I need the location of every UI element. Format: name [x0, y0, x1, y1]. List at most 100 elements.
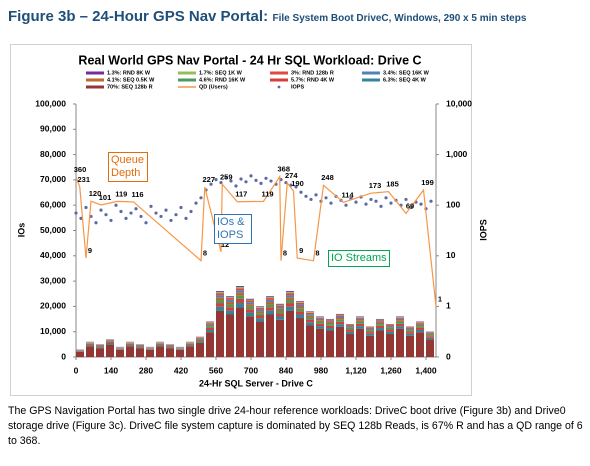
iops-point — [364, 202, 368, 206]
bar-segment — [366, 328, 374, 330]
bar-segment — [416, 322, 424, 323]
bar-segment — [276, 308, 284, 311]
bar-segment — [366, 327, 374, 328]
bar-segment — [276, 305, 284, 308]
x-tick-label: 1,120 — [345, 365, 367, 375]
iops-point — [259, 181, 263, 185]
bar-segment — [226, 307, 234, 311]
bar-segment — [336, 326, 344, 357]
bar-segment — [216, 292, 224, 294]
annotation: IO Streams — [328, 250, 390, 267]
bar-segment — [216, 303, 224, 307]
data-label: 8 — [315, 249, 319, 258]
iops-point — [159, 214, 163, 219]
iops-point — [374, 199, 378, 203]
bar-segment — [286, 292, 294, 294]
bar-segment — [196, 337, 204, 338]
bar-segment — [256, 311, 264, 314]
y-tick-label: 40,000 — [40, 250, 66, 260]
bar-segment — [206, 322, 214, 324]
legend-swatch — [277, 85, 281, 89]
y2-tick-label: 1 — [446, 301, 451, 311]
bar-segment — [216, 300, 224, 304]
chart-frame — [10, 44, 472, 396]
bar-segment — [156, 343, 164, 345]
iops-point — [344, 203, 348, 207]
bar-segment — [226, 314, 234, 357]
data-label: 120 — [89, 189, 102, 198]
bar-segment — [96, 348, 104, 357]
bar-segment — [416, 332, 424, 357]
data-label: 173 — [369, 181, 382, 190]
bar-segment — [316, 317, 324, 318]
iops-point — [114, 203, 118, 207]
bar-segment — [246, 316, 254, 357]
data-label: 185 — [386, 180, 399, 189]
bar-segment — [266, 307, 274, 311]
bar-segment — [236, 292, 244, 296]
iops-point — [249, 174, 253, 178]
iops-point — [104, 213, 108, 217]
bar-segment — [316, 316, 324, 318]
bar-segment — [326, 330, 334, 357]
bar-segment — [336, 324, 344, 327]
y-tick-label: 100,000 — [35, 98, 66, 108]
bar-segment — [246, 302, 254, 305]
legend-entry: 4.6%: RND 16K W — [178, 77, 246, 83]
x-tick-label: 700 — [244, 365, 258, 375]
bar-segment — [296, 318, 304, 357]
iops-point — [304, 194, 308, 198]
bar-segment — [196, 341, 204, 343]
bar-segment — [166, 348, 174, 357]
bar-segment — [296, 302, 304, 303]
y-tick-label: 90,000 — [40, 124, 66, 134]
bar-segment — [166, 346, 174, 347]
iops-point — [189, 209, 193, 214]
bar-segment — [246, 300, 254, 303]
data-label: 8 — [203, 249, 207, 258]
bar-segment — [366, 330, 374, 333]
bar-segment — [216, 291, 224, 293]
bar-segment — [256, 307, 264, 308]
y-tick-label: 80,000 — [40, 149, 66, 159]
bar-segment — [406, 327, 414, 329]
bar-segment — [196, 342, 204, 357]
iops-point — [139, 214, 143, 219]
data-label: 199 — [421, 178, 434, 187]
bar-segment — [236, 286, 244, 287]
bar-segment — [126, 343, 134, 345]
iops-point — [354, 200, 358, 204]
y-tick-label: 50,000 — [40, 225, 66, 235]
bar-segment — [416, 329, 424, 333]
bar-segment — [276, 316, 284, 320]
bar-segment — [326, 319, 334, 321]
bar-segment — [356, 326, 364, 329]
data-label: 360 — [74, 165, 87, 174]
bar-segment — [96, 345, 104, 347]
bar-segment — [266, 296, 274, 298]
bar-segment — [366, 335, 374, 357]
bar-segment — [226, 298, 234, 300]
iops-point — [269, 179, 273, 183]
x-tick-label: 280 — [139, 365, 153, 375]
data-label: 101 — [99, 193, 112, 202]
bar-segment — [406, 329, 414, 331]
bar-segment — [386, 333, 394, 357]
iops-point — [299, 190, 303, 194]
bar-segment — [96, 346, 104, 347]
bar-segment — [236, 302, 244, 308]
bar-segment — [396, 317, 404, 318]
bar-segment — [386, 331, 394, 334]
bar-segment — [296, 306, 304, 309]
bar-segment — [406, 333, 414, 336]
bar-segment — [356, 321, 364, 324]
bar-segment — [106, 344, 114, 357]
bar-segment — [166, 345, 174, 347]
bar-segment — [246, 299, 254, 301]
bar-segment — [326, 325, 334, 329]
bar-segment — [96, 347, 104, 349]
data-label: 190 — [291, 179, 304, 188]
data-label: 227 — [202, 175, 215, 184]
bar-segment — [216, 293, 224, 296]
